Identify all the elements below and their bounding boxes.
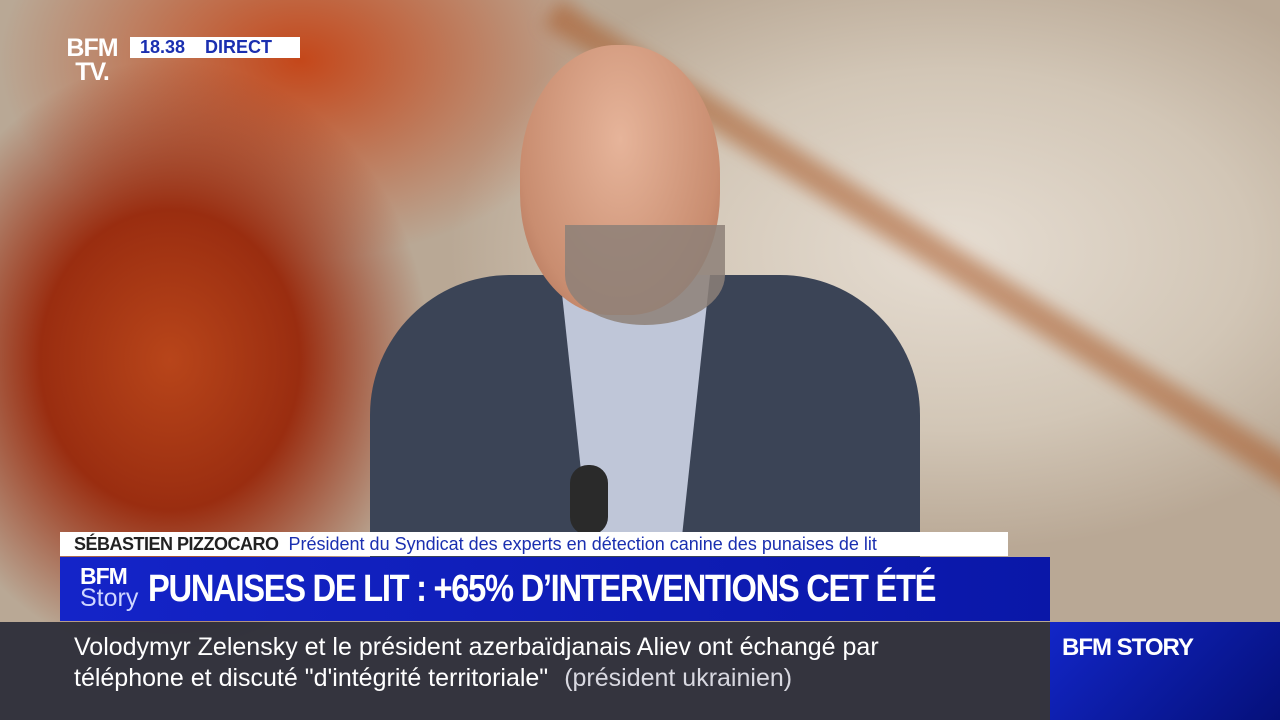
- ticker-source: (président ukrainien): [564, 664, 793, 692]
- headline: PUNAISES DE LIT : +65% D’INTERVENTIONS C…: [148, 567, 936, 610]
- guest-name: SÉBASTIEN PIZZOCARO: [74, 533, 279, 554]
- guest-role: Président du Syndicat des experts en dét…: [288, 533, 877, 554]
- beard: [565, 225, 725, 325]
- live-clock-badge: 18.38 DIRECT: [130, 37, 300, 58]
- program-logo-bottom: Story: [80, 584, 139, 612]
- time: 18.38: [140, 37, 186, 57]
- ticker-line-1: Volodymyr Zelensky et le président azerb…: [74, 633, 879, 661]
- program-logo: BFM Story: [60, 565, 138, 613]
- ticker-line-2: téléphone et discuté "d'intégrité territ…: [74, 664, 549, 692]
- guest-speaker: [370, 45, 920, 575]
- headline-bar: BFM Story PUNAISES DE LIT : +65% D’INTER…: [60, 557, 1050, 621]
- program-brand: BFM STORY: [1050, 622, 1280, 720]
- channel-logo: BFM TV.: [66, 34, 118, 86]
- microphone: [570, 465, 608, 535]
- news-ticker: Volodymyr Zelensky et le président azerb…: [0, 622, 1050, 720]
- live-label: DIRECT: [205, 37, 273, 57]
- guest-nameplate: SÉBASTIEN PIZZOCARO Président du Syndica…: [60, 532, 1008, 556]
- program-logo-top: BFM: [80, 563, 128, 589]
